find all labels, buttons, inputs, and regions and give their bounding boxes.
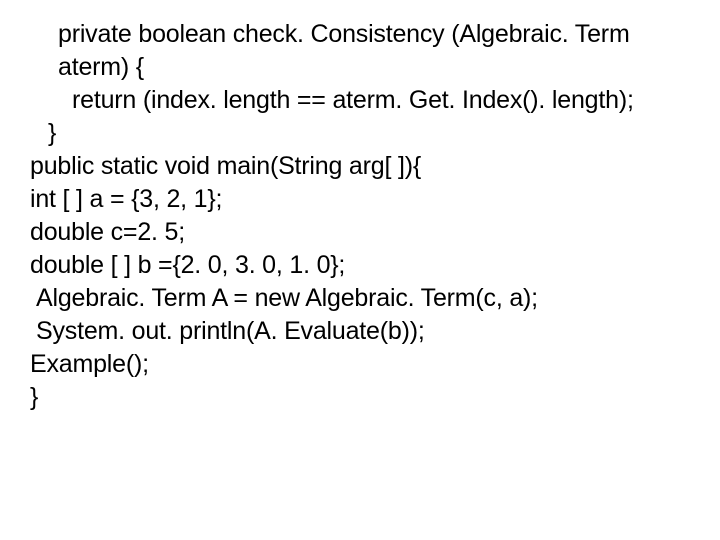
code-page: private boolean check. Consistency (Alge… — [0, 0, 720, 540]
code-line: } — [30, 117, 720, 150]
code-line: private boolean check. Consistency (Alge… — [30, 18, 720, 51]
code-line: int [ ] a = {3, 2, 1}; — [30, 183, 720, 216]
code-line: aterm) { — [30, 51, 720, 84]
code-line: double c=2. 5; — [30, 216, 720, 249]
code-line: public static void main(String arg[ ]){ — [30, 150, 720, 183]
code-line: Example(); — [30, 348, 720, 381]
code-line: double [ ] b ={2. 0, 3. 0, 1. 0}; — [30, 249, 720, 282]
code-line: Algebraic. Term A = new Algebraic. Term(… — [30, 282, 720, 315]
code-line: System. out. println(A. Evaluate(b)); — [30, 315, 720, 348]
code-line: } — [30, 381, 720, 414]
code-line: return (index. length == aterm. Get. Ind… — [30, 84, 720, 117]
